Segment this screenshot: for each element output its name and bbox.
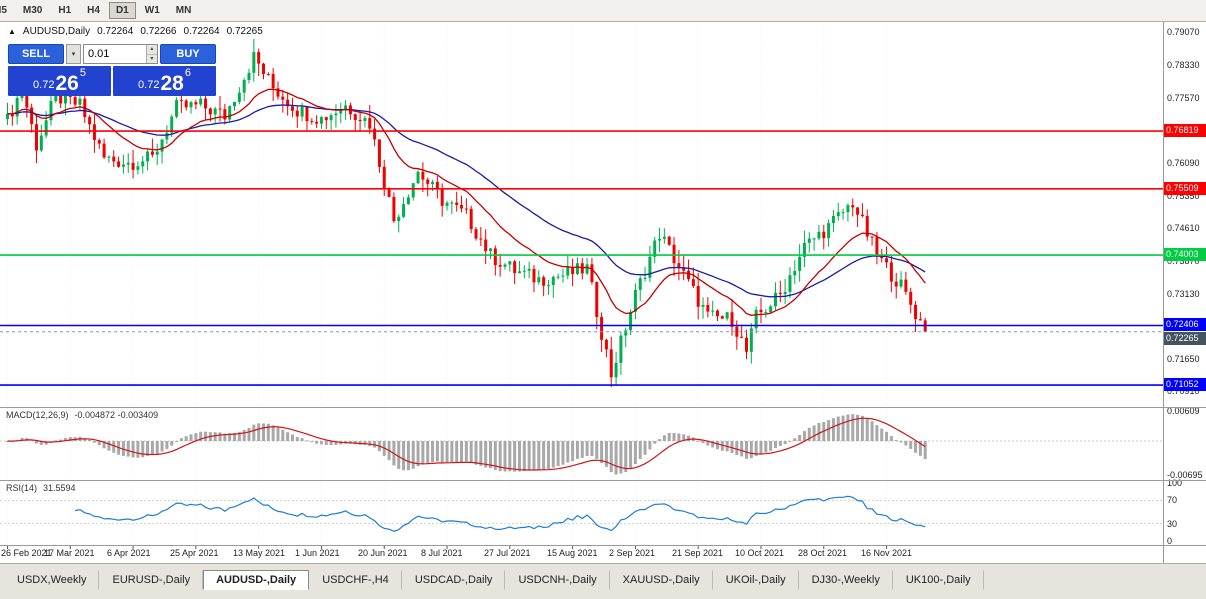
axis-label: 0.79070 bbox=[1167, 26, 1200, 37]
chart-tab-eurusd-daily[interactable]: EURUSD-,Daily bbox=[99, 570, 204, 590]
lot-spinner: ▴ ▾ bbox=[145, 45, 157, 63]
chart-tab-xauusd-daily[interactable]: XAUUSD-,Daily bbox=[610, 570, 713, 590]
chart-tab-uk100-daily[interactable]: UK100-,Daily bbox=[893, 570, 984, 590]
axis-label: 0.71650 bbox=[1167, 353, 1200, 364]
timeframe-toolbar: M5M30H1H4D1W1MN bbox=[0, 0, 1206, 22]
rsi-indicator-label: RSI(14) 31.5594 bbox=[6, 483, 76, 493]
lot-decrease-button[interactable]: ▾ bbox=[146, 54, 157, 63]
axis-label: 100 bbox=[1167, 478, 1183, 488]
timeframe-m5[interactable]: M5 bbox=[0, 2, 14, 19]
sell-button[interactable]: SELL bbox=[8, 44, 64, 64]
price-line-badge: 0.72406 bbox=[1164, 318, 1206, 332]
date-label: 20 Jun 2021 bbox=[358, 548, 408, 558]
price-axis[interactable]: 0.79070 0.78330 0.77570 0.76090 0.75350 0.746… bbox=[1163, 22, 1206, 563]
time-axis[interactable]: 26 Feb 2021 17 Mar 2021 6 Apr 2021 25 Apr 2… bbox=[0, 546, 1163, 562]
price-line-badge: 0.71052 bbox=[1164, 378, 1206, 392]
axis-label: 0.70910 bbox=[1167, 386, 1200, 397]
ohlc-close: 0.72265 bbox=[226, 26, 263, 37]
macd-indicator-label: MACD(12,26,9) -0.004872 -0.003409 bbox=[6, 410, 159, 420]
chart-tab-usdx-weekly[interactable]: USDX,Weekly bbox=[4, 570, 100, 590]
ohlc-high: 0.72266 bbox=[140, 26, 177, 37]
symbol-arrow-icon: ▲ bbox=[8, 27, 16, 36]
bid-big-digits: 26 bbox=[55, 72, 79, 95]
ask-pip-digit: 6 bbox=[184, 67, 191, 79]
lot-size-field: ▴ ▾ bbox=[83, 44, 158, 64]
axis-label: 0.74610 bbox=[1167, 223, 1200, 234]
bid-price-box[interactable]: 0.72 26 5 bbox=[8, 66, 111, 96]
date-label: 25 Apr 2021 bbox=[170, 548, 219, 558]
axis-label: 0.00609 bbox=[1167, 406, 1200, 417]
chart-tabs-bar: USDX,Weekly EURUSD-,Daily AUDUSD-,Daily USD… bbox=[0, 563, 1206, 599]
date-label: 13 May 2021 bbox=[233, 548, 286, 558]
chart-tab-dj30-weekly[interactable]: DJ30-,Weekly bbox=[799, 570, 893, 590]
panel-separator bbox=[0, 407, 1206, 408]
timeframe-h4[interactable]: H4 bbox=[80, 2, 107, 19]
axis-label: -0.00695 bbox=[1167, 470, 1203, 481]
date-label: 15 Aug 2021 bbox=[547, 548, 598, 558]
ohlc-low: 0.72264 bbox=[183, 26, 220, 37]
ask-price-box[interactable]: 0.72 28 6 bbox=[113, 66, 216, 96]
date-label: 21 Sep 2021 bbox=[672, 548, 724, 558]
lot-increase-button[interactable]: ▴ bbox=[146, 45, 157, 55]
chart-tab-usdcnh-daily[interactable]: USDCNH-,Daily bbox=[505, 570, 610, 590]
date-label: 16 Nov 2021 bbox=[861, 548, 913, 558]
lot-dropdown-button[interactable]: ▾ bbox=[66, 44, 81, 64]
timeframe-mn[interactable]: MN bbox=[169, 2, 199, 19]
axis-label: 0.75350 bbox=[1167, 190, 1200, 201]
panel-separator bbox=[0, 480, 1206, 481]
price-line-badge: 0.74003 bbox=[1164, 248, 1206, 262]
chart-tab-audusd-daily[interactable]: AUDUSD-,Daily bbox=[203, 570, 310, 590]
ask-big-digits: 28 bbox=[160, 72, 184, 95]
timeframe-h1[interactable]: H1 bbox=[51, 2, 78, 19]
chart-tab-ukoil-daily[interactable]: UKOil-,Daily bbox=[713, 570, 799, 590]
date-label: 8 Jul 2021 bbox=[421, 548, 463, 558]
panel-separator bbox=[0, 545, 1206, 546]
date-label: 27 Jul 2021 bbox=[484, 548, 531, 558]
date-label: 2 Sep 2021 bbox=[609, 548, 656, 558]
chart-tab-usdcad-daily[interactable]: USDCAD-,Daily bbox=[402, 570, 506, 590]
ohlc-open: 0.72264 bbox=[97, 26, 134, 37]
axis-label: 0.73130 bbox=[1167, 288, 1200, 299]
current-price-badge: 0.72265 bbox=[1164, 331, 1206, 345]
ask-prefix: 0.72 bbox=[138, 79, 160, 91]
lot-size-input[interactable] bbox=[84, 45, 146, 63]
chart-tab-usdchf-h4[interactable]: USDCHF-,H4 bbox=[309, 570, 402, 590]
chevron-down-icon: ▾ bbox=[71, 51, 76, 58]
date-label: 17 Mar 2021 bbox=[44, 548, 95, 558]
price-line-badge: 0.75509 bbox=[1164, 181, 1206, 195]
date-label: 26 Feb 2021 bbox=[1, 548, 52, 558]
timeframe-m30[interactable]: M30 bbox=[16, 2, 49, 19]
price-line-badge: 0.76819 bbox=[1164, 124, 1206, 138]
axis-label: 0.78330 bbox=[1167, 59, 1200, 70]
axis-label: 70 bbox=[1167, 495, 1178, 506]
date-label: 10 Oct 2021 bbox=[735, 548, 785, 558]
bid-prefix: 0.72 bbox=[33, 79, 55, 91]
date-label: 28 Oct 2021 bbox=[798, 548, 848, 558]
symbol-ohlc: ▲ AUDUSD,Daily 0.72264 0.72266 0.72264 0… bbox=[8, 26, 263, 37]
date-label: 1 Jun 2021 bbox=[295, 548, 340, 558]
buy-button[interactable]: BUY bbox=[160, 44, 216, 64]
axis-label: 0.77570 bbox=[1167, 92, 1200, 103]
bid-pip-digit: 5 bbox=[79, 67, 86, 79]
axis-label: 0.76090 bbox=[1167, 158, 1200, 169]
date-label: 6 Apr 2021 bbox=[107, 548, 151, 558]
axis-label: 0 bbox=[1167, 536, 1173, 546]
timeframe-d1[interactable]: D1 bbox=[108, 2, 136, 19]
timeframe-w1[interactable]: W1 bbox=[138, 2, 167, 19]
axis-label: 30 bbox=[1167, 518, 1178, 529]
symbol-name: AUDUSD,Daily bbox=[22, 26, 91, 37]
